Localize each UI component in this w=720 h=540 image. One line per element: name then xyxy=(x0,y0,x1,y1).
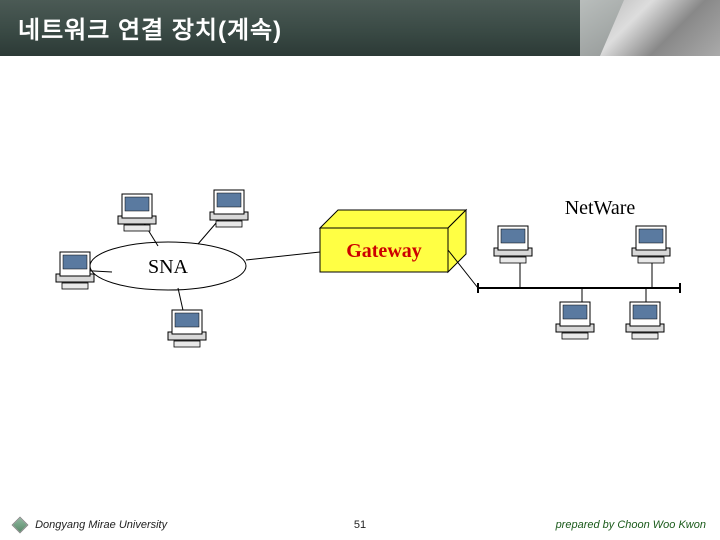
svg-text:NetWare: NetWare xyxy=(565,197,636,219)
diagram-svg: SNA Gateway NetWare xyxy=(0,56,720,496)
slide-footer: Dongyang Mirae University 51 prepared by… xyxy=(0,510,720,540)
footer-author: prepared by Choon Woo Kwon xyxy=(380,519,706,531)
footer-left-text: Dongyang Mirae University xyxy=(35,519,167,531)
network-diagram: SNA Gateway NetWare xyxy=(0,56,720,496)
page-number: 51 xyxy=(340,519,380,531)
logo-diamond-icon xyxy=(12,517,29,534)
svg-text:SNA: SNA xyxy=(148,256,189,278)
slide-header: 네트워크 연결 장치(계속) xyxy=(0,0,720,56)
footer-university: Dongyang Mirae University xyxy=(14,519,340,531)
svg-text:Gateway: Gateway xyxy=(346,240,422,262)
